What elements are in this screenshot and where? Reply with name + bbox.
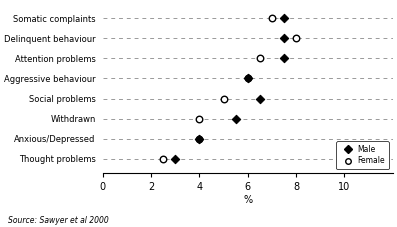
Point [281, 57, 287, 60]
Point [269, 16, 275, 20]
Point [196, 137, 202, 141]
Point [196, 117, 202, 121]
Legend: Male, Female: Male, Female [336, 141, 389, 169]
Point [281, 16, 287, 20]
Point [293, 37, 299, 40]
Point [245, 77, 251, 80]
Text: Source: Sawyer et al 2000: Source: Sawyer et al 2000 [8, 216, 109, 225]
Point [160, 157, 166, 161]
Point [281, 37, 287, 40]
Point [172, 157, 178, 161]
Point [245, 77, 251, 80]
Point [233, 117, 239, 121]
Point [257, 57, 263, 60]
Point [220, 97, 227, 100]
X-axis label: %: % [243, 195, 252, 205]
Point [257, 97, 263, 100]
Point [196, 137, 202, 141]
